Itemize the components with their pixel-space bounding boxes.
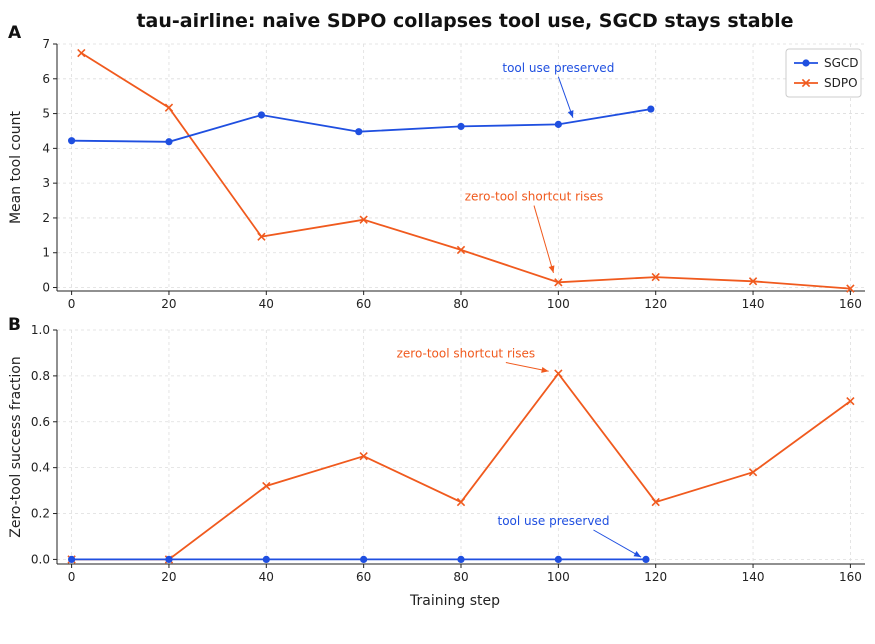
data-point-sdpo (554, 278, 563, 287)
data-point-sgcd (355, 128, 363, 136)
x-tick-label: 140 (742, 297, 765, 311)
y-tick-label: 0.6 (31, 415, 50, 429)
data-point-sdpo (456, 245, 466, 255)
x-tick-label: 40 (259, 297, 274, 311)
x-tick-label: 60 (356, 297, 371, 311)
x-tick-label: 120 (644, 570, 667, 584)
y-tick-label: 0.4 (31, 461, 50, 475)
y-axis-label: Zero-tool success fraction (8, 356, 24, 537)
data-point-sdpo (651, 497, 660, 507)
data-point-sdpo (262, 481, 271, 491)
annotation-arrow-line (533, 205, 554, 274)
series-line-sdpo (71, 372, 851, 561)
data-point-sdpo (846, 396, 855, 406)
x-tick-label: 40 (259, 570, 274, 584)
annotation-arrow-head (567, 110, 574, 118)
x-tick-label: 80 (453, 570, 468, 584)
legend-marker-sdpo (801, 78, 811, 88)
x-tick-label: 80 (453, 297, 468, 311)
data-point-sgcd (262, 555, 270, 564)
annotation-text: zero-tool shortcut rises (465, 190, 604, 204)
legend-label-sdpo: SDPO (824, 76, 858, 90)
annotation-arrow-head (548, 265, 555, 273)
data-point-sgcd (457, 555, 465, 564)
data-point-sgcd (68, 555, 76, 564)
series-line-sgcd (71, 108, 651, 143)
panel-letter-a: A (8, 23, 22, 43)
data-point-sgcd (165, 555, 173, 564)
annotation-text: zero-tool shortcut rises (397, 347, 536, 361)
y-tick-label: 5 (42, 107, 50, 121)
data-point-sgcd (360, 555, 368, 564)
y-tick-label: 1 (42, 246, 50, 260)
y-tick-label: 0.2 (31, 507, 50, 521)
data-point-sgcd (647, 105, 655, 113)
x-tick-label: 120 (644, 297, 667, 311)
y-tick-label: 4 (42, 141, 50, 155)
y-tick-label: 3 (42, 176, 50, 190)
data-point-sgcd (554, 555, 562, 564)
legend-marker-sgcd (802, 59, 810, 67)
y-tick-label: 0 (42, 281, 50, 295)
data-point-sdpo (748, 277, 758, 286)
y-tick-label: 1.0 (31, 323, 50, 337)
data-point-sdpo (554, 369, 563, 378)
data-point-sdpo (77, 48, 86, 58)
legend-label-sgcd: SGCD (824, 56, 859, 70)
annotation-arrow-line (505, 362, 549, 372)
x-axis-label: Training step (409, 593, 500, 609)
data-point-sdpo (651, 272, 660, 282)
data-point-sdpo (359, 215, 368, 224)
x-tick-label: 20 (161, 297, 176, 311)
x-tick-label: 60 (356, 570, 371, 584)
y-tick-label: 6 (42, 72, 50, 86)
data-point-sgcd (457, 122, 465, 131)
x-tick-label: 160 (839, 297, 862, 311)
panel-b: B 0 20 40 60 80 100 120 140 160 0.0 0.2 0.4 0.6 0.8 1.0… (8, 315, 865, 584)
y-tick-label: 2 (42, 211, 50, 225)
x-tick-label: 0 (68, 570, 76, 584)
data-point-sgcd (68, 137, 76, 145)
annotation-text: tool use preserved (502, 61, 614, 75)
panel-letter-b: B (8, 315, 21, 335)
y-axis-label: Mean tool count (8, 110, 24, 224)
data-point-sdpo (164, 103, 174, 112)
y-tick-label: 0.0 (31, 552, 50, 566)
annotation-arrow-head (633, 551, 642, 558)
data-point-sgcd (257, 111, 266, 119)
data-point-sdpo (359, 452, 368, 461)
x-tick-label: 20 (161, 570, 176, 584)
x-tick-label: 140 (742, 570, 765, 584)
series-line-sdpo (80, 52, 851, 290)
data-point-sgcd (554, 120, 562, 128)
x-tick-label: 100 (547, 570, 570, 584)
x-tick-label: 160 (839, 570, 862, 584)
y-tick-label: 0.8 (31, 369, 50, 383)
data-point-sgcd (642, 555, 650, 564)
data-point-sdpo (748, 468, 758, 477)
annotation-arrow-head (541, 366, 549, 373)
annotation-text: tool use preserved (498, 514, 610, 528)
data-point-sdpo (257, 232, 266, 241)
panel-a: A 0 20 40 60 80 100 120 140 160 0 1 2 3 4 5 6 7 Mean tool … (8, 23, 865, 311)
data-point-sgcd (165, 138, 173, 146)
annotation-arrow-line (557, 76, 574, 118)
data-point-sdpo (846, 284, 855, 293)
data-point-sdpo (456, 497, 466, 507)
annotation-arrow-line (593, 529, 642, 558)
x-tick-label: 100 (547, 297, 570, 311)
chart-title: tau-airline: naive SDPO collapses tool u… (136, 10, 793, 32)
y-tick-label: 7 (42, 37, 50, 51)
x-tick-label: 0 (68, 297, 76, 311)
